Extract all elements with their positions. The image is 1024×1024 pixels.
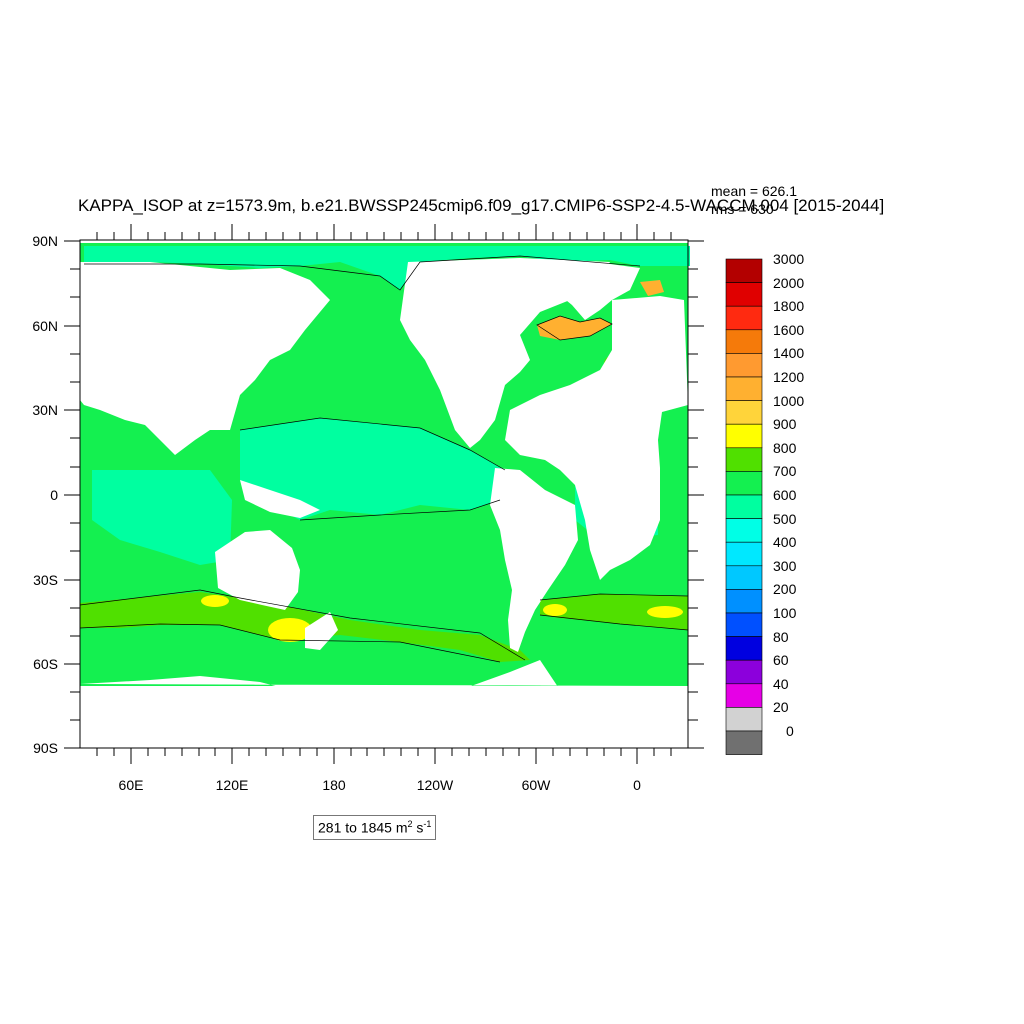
land-africa: [505, 296, 688, 580]
plot-title: KAPPA_ISOP at z=1573.9m, b.e21.BWSSP245c…: [78, 196, 885, 215]
contour-atl-2: [539, 614, 689, 631]
contour-labrador: [536, 315, 613, 341]
colorbar-label: 600: [773, 487, 797, 503]
colorbar-label: 2000: [773, 274, 805, 291]
colorbar-swatch: [725, 258, 763, 283]
hotspot-south-indian: [201, 595, 229, 607]
x-tick-label: 180: [322, 777, 346, 793]
contour-atl: [539, 593, 689, 601]
colorbar-swatch: [725, 683, 763, 708]
x-tick-label: 60E: [118, 777, 144, 793]
colorbar-swatch: [725, 471, 763, 496]
x-major-ticks: [130, 224, 638, 764]
hotspot-south-atlantic-2: [647, 606, 683, 618]
colorbar-label: 200: [773, 581, 797, 598]
map-fields: [79, 243, 690, 748]
range-exp-2: -1: [423, 819, 432, 829]
colorbar-swatch: [725, 353, 763, 378]
colorbar-swatch: [725, 447, 763, 472]
colorbar-label: 400: [773, 534, 797, 551]
colorbar-swatch: [725, 541, 763, 567]
colorbar: [725, 258, 763, 755]
hotspot-south-atlantic: [543, 604, 567, 616]
colorbar-label: 700: [773, 463, 797, 480]
contour-tropic: [239, 417, 506, 471]
y-minor-ticks: [70, 268, 698, 721]
colorbar-swatch: [725, 305, 763, 331]
y-tick-label: 90N: [32, 233, 58, 249]
indian-ocean-band: [92, 470, 232, 565]
colorbar-label: 1600: [773, 321, 805, 338]
x-tick-label: 120E: [215, 777, 249, 793]
colorbar-swatch: [725, 494, 763, 519]
colorbar-label: 1800: [773, 298, 805, 315]
tropical-band-pacific: [240, 418, 505, 520]
colorbar-swatch: [725, 329, 763, 354]
colorbar-swatch: [725, 707, 763, 732]
value-range-box: 281 to 1845 m2 s-1: [313, 815, 437, 840]
rms-stat: rms = 630: [711, 201, 774, 217]
range-mid: s: [412, 819, 424, 836]
colorbar-label: 60: [773, 652, 789, 669]
colorbar-label: 3000: [773, 251, 805, 267]
land-australia: [215, 530, 300, 610]
colorbar-swatch: [725, 636, 763, 661]
contour-south: [79, 589, 526, 661]
y-tick-label: 60N: [32, 318, 58, 334]
land-south-america: [490, 468, 578, 652]
colorbar-swatch: [725, 282, 763, 307]
y-tick-label: 30S: [33, 572, 58, 588]
colorbar-swatch: [725, 376, 763, 401]
range-exp-1: 2: [407, 819, 413, 829]
colorbar-swatch: [725, 589, 763, 614]
colorbar-label: 0: [786, 723, 794, 739]
y-tick-label: 90S: [33, 740, 58, 756]
land-antarctic-coast: [80, 660, 688, 708]
colorbar-label: 80: [773, 628, 789, 645]
colorbar-label: 100: [773, 605, 797, 621]
mean-stat: mean = 626.1: [711, 183, 798, 199]
x-minor-ticks: [96, 232, 672, 756]
arctic-band: [84, 246, 690, 290]
colorbar-label: 1200: [773, 369, 805, 385]
contour-tropic-2: [299, 499, 501, 521]
colorbar-label: 1000: [773, 392, 805, 409]
hotspot-barents: [640, 280, 664, 296]
colorbar-label: 800: [773, 439, 797, 456]
y-tick-label: 0: [50, 487, 58, 503]
colorbar-swatch: [725, 400, 763, 425]
land-north-america: [400, 258, 610, 448]
colorbar-swatch: [725, 518, 763, 543]
land-antarctica: [80, 686, 688, 748]
contour-south-2: [79, 623, 501, 663]
colorbar-label: 1400: [773, 345, 805, 362]
colorbar-label: 900: [773, 416, 797, 433]
range-text: 281 to 1845 m: [318, 819, 408, 836]
colorbar-label: 300: [773, 557, 797, 574]
x-tick-label: 0: [633, 777, 641, 793]
x-tick-label: 60W: [521, 777, 551, 793]
land-eurasia-main: [80, 262, 330, 455]
land-greenland: [530, 262, 640, 320]
colorbar-label: 500: [773, 510, 797, 527]
colorbar-swatch: [725, 659, 763, 685]
contour-arctic: [84, 255, 641, 291]
colorbar-swatch: [725, 565, 763, 590]
x-tick-label: 120W: [416, 777, 454, 793]
colorbar-swatch: [725, 423, 763, 449]
colorbar-label: 40: [773, 675, 789, 692]
colorbar-label: 20: [773, 699, 789, 716]
y-tick-label: 30N: [32, 402, 58, 418]
hotspot-tasman: [268, 618, 312, 642]
y-major-ticks: [64, 240, 704, 749]
colorbar-swatch: [725, 612, 763, 637]
land-indonesia: [240, 480, 320, 518]
colorbar-swatch: [725, 730, 763, 755]
y-tick-label: 60S: [33, 656, 58, 672]
southern-high-band-atl: [540, 594, 688, 630]
